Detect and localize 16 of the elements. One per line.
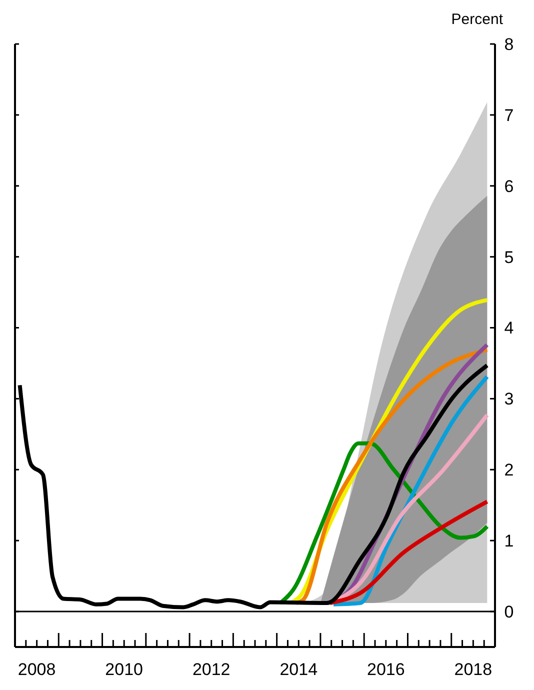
x-tick-label: 2018 [454,660,492,679]
y-tick-label: 0 [504,602,514,622]
y-axis-title: Percent [451,11,504,28]
y-tick-label: 1 [504,532,514,551]
y-tick-label: 6 [504,176,514,196]
x-tick-label: 2014 [280,660,318,679]
y-tick-label: 2 [504,460,514,480]
y-tick-label: 3 [504,390,514,409]
y-tick-label: 7 [504,106,514,125]
x-tick-label: 2012 [192,660,230,679]
x-tick-label: 2008 [18,660,56,679]
x-tick-label: 2016 [366,660,405,679]
y-tick-label: 5 [504,248,514,267]
y-tick-label: 8 [504,34,514,54]
x-tick-label: 2010 [105,660,144,679]
y-tick-label: 4 [504,318,514,338]
